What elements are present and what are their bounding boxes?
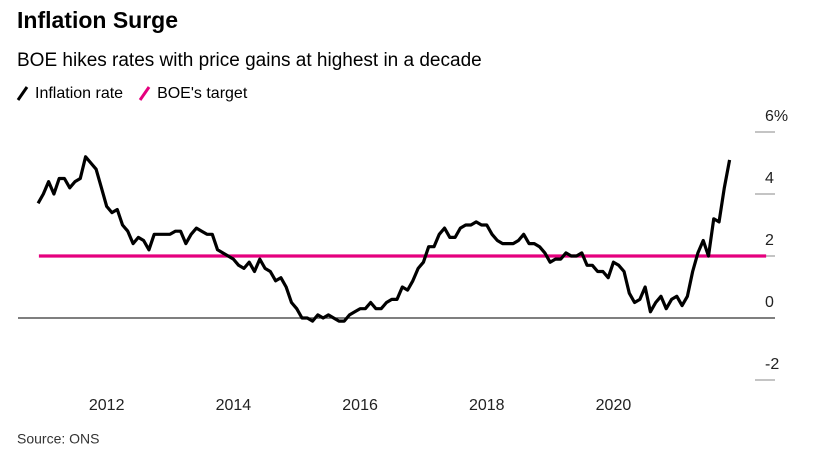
x-tick-label: 2018 bbox=[469, 397, 505, 414]
y-tick-label: 2 bbox=[765, 232, 774, 249]
x-tick-label: 2014 bbox=[216, 397, 252, 414]
legend-label: Inflation rate bbox=[35, 85, 123, 102]
chart-title: Inflation Surge bbox=[17, 7, 178, 33]
x-tick-label: 2012 bbox=[89, 397, 125, 414]
legend-swatch bbox=[16, 86, 29, 101]
y-tick-label: 6% bbox=[765, 108, 788, 125]
y-tick-label: -2 bbox=[765, 356, 779, 373]
legend: Inflation rate BOE's target bbox=[16, 85, 248, 102]
y-tick-label: 4 bbox=[765, 170, 774, 187]
series-line bbox=[36, 155, 732, 323]
x-tick-label: 2020 bbox=[596, 397, 632, 414]
legend-label: BOE's target bbox=[157, 85, 248, 102]
x-tick-label: 2016 bbox=[342, 397, 378, 414]
legend-swatch bbox=[138, 86, 151, 101]
chart-subtitle: BOE hikes rates with price gains at high… bbox=[17, 50, 482, 71]
source: Source: ONS bbox=[17, 431, 99, 447]
y-tick-label: 0 bbox=[765, 294, 774, 311]
